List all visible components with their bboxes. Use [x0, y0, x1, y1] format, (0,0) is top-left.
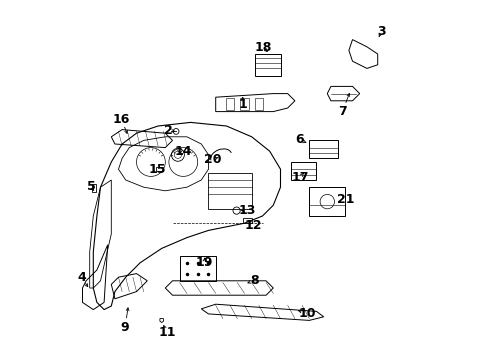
Bar [156, 167, 163, 171]
Text: 8: 8 [250, 274, 258, 287]
Bar [309, 187, 345, 205]
Text: 17: 17 [291, 171, 308, 184]
Text: 20: 20 [203, 153, 221, 166]
Text: 9: 9 [121, 321, 129, 334]
Text: 5: 5 [87, 180, 96, 193]
Text: 3: 3 [376, 25, 385, 38]
Text: 19: 19 [195, 256, 212, 269]
Text: 2: 2 [163, 124, 172, 137]
Text: 11: 11 [158, 327, 176, 339]
Bar [91, 184, 96, 192]
Text: 4: 4 [77, 271, 86, 284]
Text: 1: 1 [238, 98, 246, 111]
Text: 13: 13 [238, 204, 256, 217]
Text: 21: 21 [337, 193, 354, 206]
Text: 16: 16 [112, 113, 130, 126]
Bar [225, 98, 234, 110]
Bar [240, 98, 248, 110]
Bar [254, 98, 263, 110]
Text: 7: 7 [337, 105, 346, 118]
Text: 10: 10 [298, 307, 316, 320]
Text: 6: 6 [294, 133, 303, 146]
Text: 18: 18 [254, 41, 271, 54]
Text: 14: 14 [174, 145, 192, 158]
Text: 12: 12 [244, 219, 262, 231]
Text: 15: 15 [148, 163, 166, 176]
